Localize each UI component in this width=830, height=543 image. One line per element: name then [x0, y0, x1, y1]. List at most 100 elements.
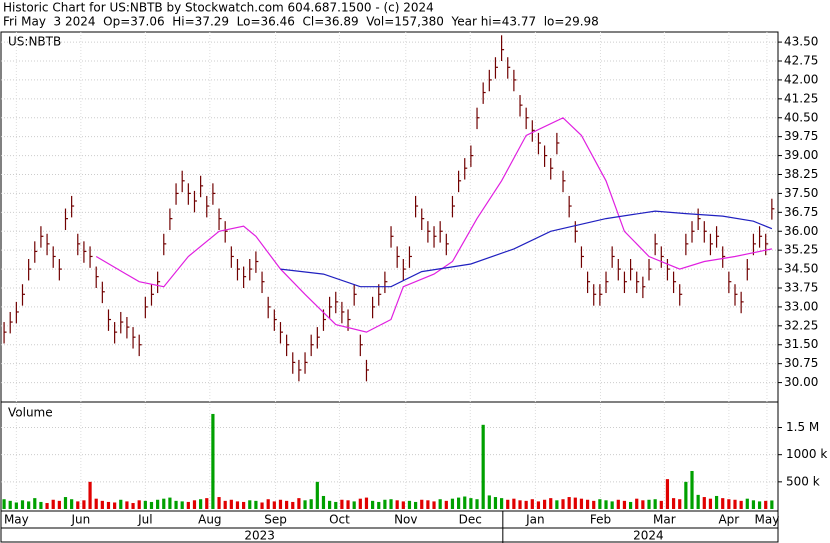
x-tick-label: Aug: [198, 513, 221, 527]
volume-bar: [192, 500, 197, 509]
volume-bar: [364, 497, 369, 509]
volume-bar: [254, 500, 258, 509]
volume-bar: [383, 499, 387, 509]
x-tick-label: Feb: [590, 513, 611, 527]
volume-bar: [745, 498, 749, 509]
y-tick-label: 36.75: [784, 205, 818, 219]
volume-bar: [567, 497, 571, 509]
moving-average: [95, 117, 773, 333]
volume-bar: [119, 499, 123, 509]
y-tick-label: 42.75: [784, 54, 818, 68]
volume-bar: [690, 470, 694, 509]
y-tick-label: 31.50: [784, 337, 818, 351]
volume-bar: [444, 500, 448, 509]
volume-bar: [137, 500, 141, 509]
volume-bar: [371, 500, 375, 509]
volume-bar: [346, 500, 350, 509]
volume-bar: [82, 500, 86, 509]
volume-bar: [88, 481, 92, 509]
y-tick-label: 38.25: [784, 167, 818, 181]
volume-bar: [2, 499, 6, 509]
volume-bar: [156, 499, 160, 509]
volume-bar: [20, 500, 25, 509]
x-tick-label: May: [755, 513, 780, 527]
x-tick-label: Nov: [394, 513, 417, 527]
v-tick-label: 500 k: [786, 474, 820, 488]
year-label: 2024: [633, 529, 664, 543]
volume-bar: [487, 495, 491, 509]
volume-bar: [309, 499, 313, 509]
x-tick-label: Mar: [653, 513, 676, 527]
volume-bar: [131, 503, 135, 509]
y-tick-label: 34.50: [784, 262, 818, 276]
volume-bar: [242, 501, 246, 509]
volume-bar: [506, 499, 510, 509]
x-tick-label: Sep: [264, 513, 287, 527]
volume-bar: [303, 500, 307, 509]
volume-bar: [751, 500, 756, 509]
volume-bar: [641, 500, 645, 509]
volume-bar: [696, 494, 700, 509]
volume-bar: [334, 501, 338, 509]
y-tick-label: 33.00: [784, 299, 818, 313]
date-frame: [0, 510, 779, 543]
chart-title: Historic Chart for US:NBTB by Stockwatch…: [3, 1, 434, 15]
volume-bar: [708, 498, 713, 509]
y-tick-label: 40.50: [784, 110, 818, 124]
volume-bar: [272, 501, 276, 509]
volume-bar: [229, 499, 233, 509]
x-tick-label: Jul: [137, 513, 152, 527]
volume-bar: [94, 498, 98, 509]
volume-bar: [653, 499, 657, 509]
volume-bar: [739, 500, 743, 509]
volume-bar: [432, 501, 436, 509]
volume-bar: [186, 501, 190, 509]
volume-bar: [714, 495, 719, 509]
volume-bar: [407, 500, 412, 509]
volume-bar: [549, 498, 553, 509]
volume-bar: [45, 503, 49, 509]
y-tick-label: 32.25: [784, 318, 818, 332]
volume-bar: [684, 481, 688, 509]
volume-bar: [628, 501, 633, 509]
y-tick-label: 33.75: [784, 280, 818, 294]
volume-bar: [635, 498, 639, 509]
volume-bar: [524, 500, 528, 509]
volume-bar: [377, 501, 381, 509]
volume-bar: [389, 499, 393, 509]
volume-bar: [223, 500, 227, 509]
volume-bar: [598, 499, 602, 509]
volume-bar: [647, 499, 651, 509]
x-tick-label: Jun: [70, 513, 90, 527]
volume-bar: [260, 502, 264, 509]
volume-bar: [278, 499, 283, 509]
volume-bar: [518, 500, 522, 509]
volume-bar: [14, 502, 18, 509]
volume-bar: [426, 500, 430, 509]
y-tick-label: 36.00: [784, 224, 818, 238]
volume-bar: [70, 499, 74, 509]
y-tick-label: 30.00: [784, 375, 818, 389]
y-tick-label: 37.50: [784, 186, 818, 200]
v-tick-label: 1000 k: [786, 447, 827, 461]
volume-bar: [493, 497, 498, 509]
volume-bar: [174, 500, 178, 509]
volume-bar: [469, 498, 473, 509]
volume-bar: [542, 499, 547, 509]
volume-bar: [57, 500, 61, 509]
volume-bar: [297, 498, 301, 509]
v-tick-label: 1.5 M: [786, 420, 819, 434]
volume-bar: [217, 497, 221, 509]
volume-bar: [457, 497, 461, 509]
volume-bar: [340, 499, 344, 509]
volume-bar: [414, 501, 418, 509]
volume-bar: [727, 499, 731, 509]
volume-bar: [162, 498, 166, 509]
volume-bar: [235, 501, 240, 509]
y-tick-label: 42.00: [784, 72, 818, 86]
volume-bar: [125, 501, 129, 509]
volume-bar: [199, 499, 203, 509]
volume-bar: [665, 479, 670, 509]
